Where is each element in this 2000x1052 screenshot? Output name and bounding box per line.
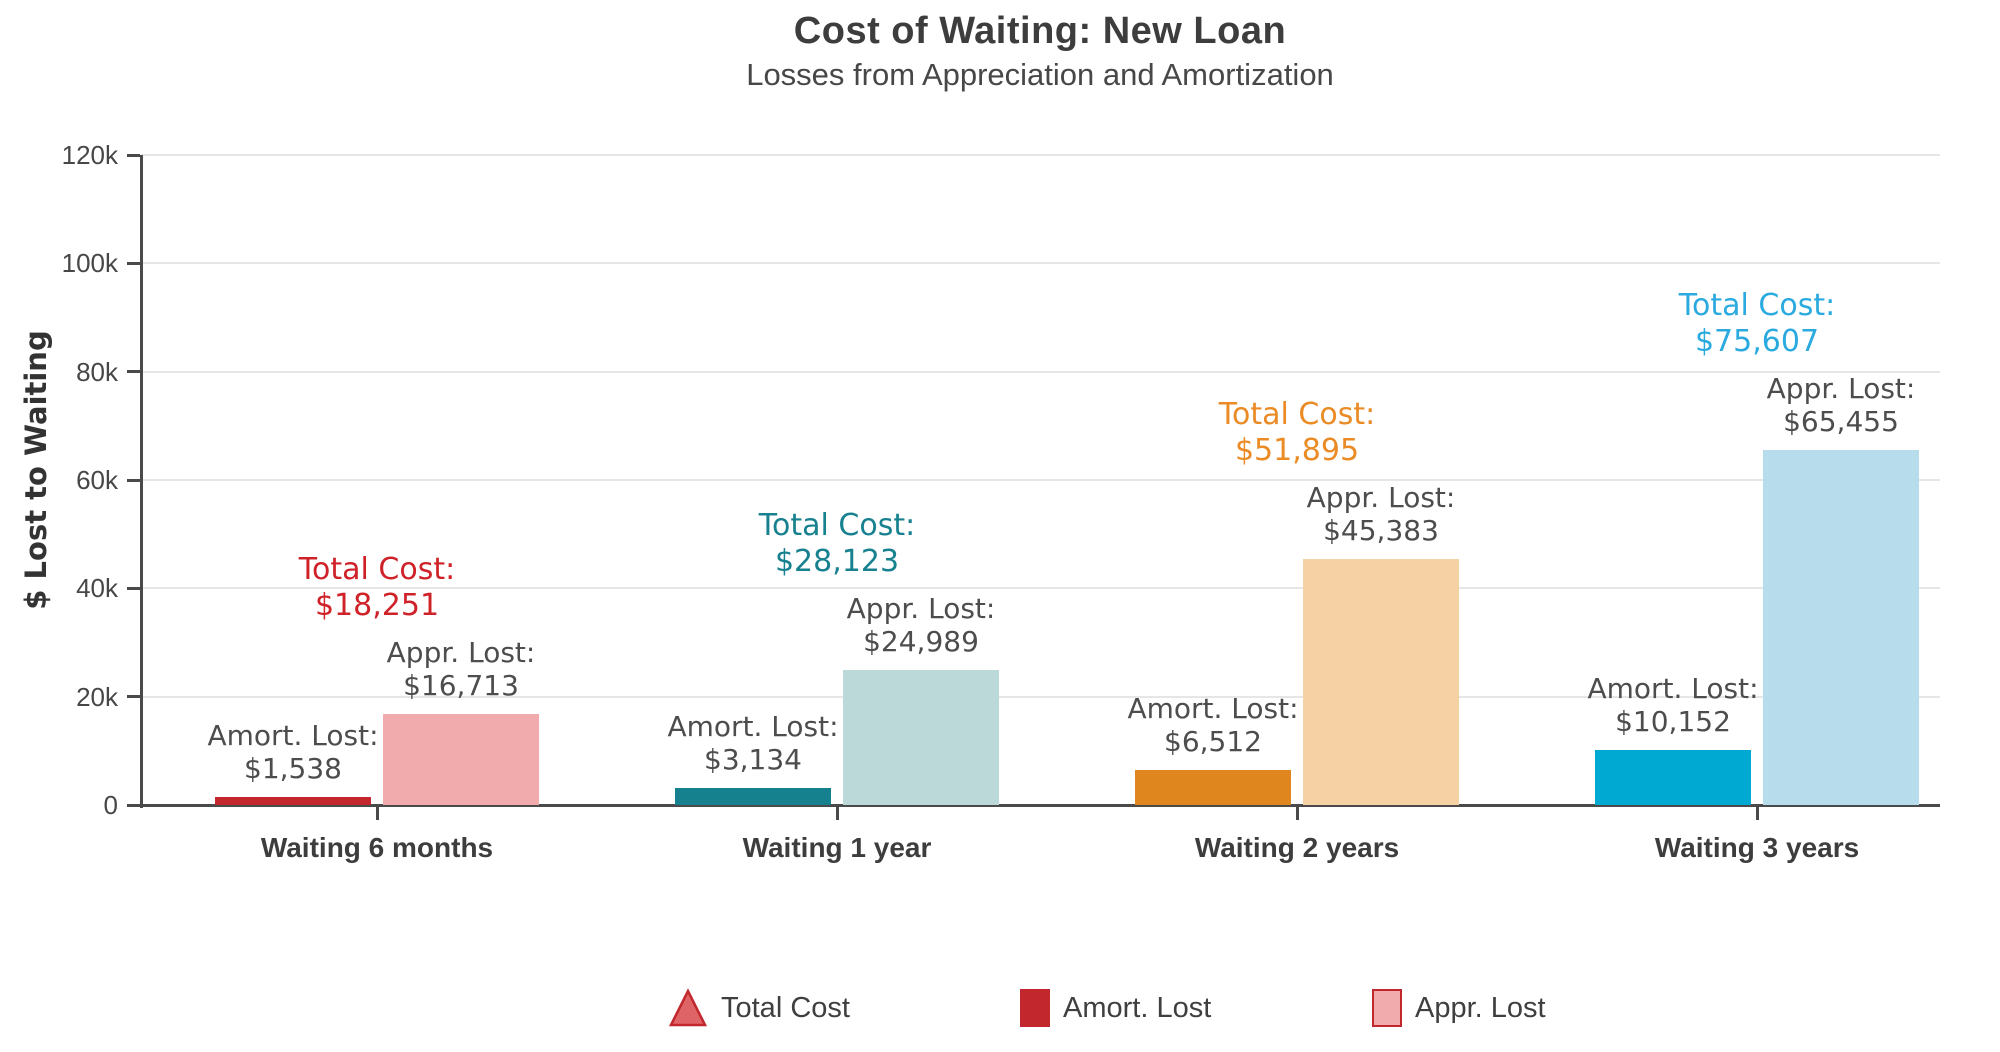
appr-lost-annotation: Appr. Lost: $16,713 <box>386 636 536 703</box>
amort-lost-annotation: Amort. Lost: $1,538 <box>207 718 379 785</box>
y-axis-tick <box>127 153 140 157</box>
x-axis-tick <box>1295 807 1299 820</box>
legend-item-amort-lost[interactable]: Amort. Lost <box>1020 982 1211 1034</box>
legend-square-icon <box>1372 989 1402 1027</box>
legend-item-appr-lost[interactable]: Appr. Lost <box>1372 982 1546 1034</box>
chart-title: Cost of Waiting: New Loan <box>793 10 1287 52</box>
appr-lost-annotation: Appr. Lost: $65,455 <box>1766 372 1916 439</box>
total-cost-annotation: Total Cost: $28,123 <box>758 507 916 579</box>
gridline <box>141 587 1940 590</box>
x-axis-tick <box>1755 807 1759 820</box>
legend-label: Total Cost <box>721 991 850 1024</box>
amort-lost-annotation: Amort. Lost: $10,152 <box>1587 672 1759 738</box>
gridline <box>141 262 1940 265</box>
appr-lost-annotation: Appr. Lost: $45,383 <box>1306 481 1456 548</box>
legend-label: Appr. Lost <box>1415 991 1546 1024</box>
x-tick-label: Waiting 1 year <box>742 832 932 863</box>
chart-subtitle: Losses from Appreciation and Amortizatio… <box>746 57 1334 92</box>
bar-amort-lost[interactable] <box>675 788 831 805</box>
appr-lost-annotation: Appr. Lost: $24,989 <box>846 591 996 658</box>
amort-lost-annotation: Amort. Lost: $3,134 <box>667 710 839 777</box>
bar-amort-lost[interactable] <box>1595 750 1751 805</box>
gridline <box>141 695 1940 698</box>
bar-appr-lost[interactable] <box>1763 450 1919 805</box>
y-axis-tick <box>127 586 140 590</box>
y-tick-label: 60k <box>76 465 118 495</box>
gridline <box>141 370 1940 373</box>
legend-square-icon <box>1020 989 1050 1027</box>
bar-appr-lost[interactable] <box>383 714 539 805</box>
x-axis-tick <box>835 807 839 820</box>
x-axis-line <box>140 804 1940 807</box>
gridline <box>141 479 1940 481</box>
legend-item-total-cost[interactable]: Total Cost <box>668 982 850 1034</box>
total-cost-annotation: Total Cost: $75,607 <box>1678 288 1836 360</box>
gridline <box>141 154 1940 156</box>
y-axis-tick <box>127 370 140 374</box>
bar-appr-lost[interactable] <box>1303 559 1459 805</box>
legend-triangle-icon <box>668 988 708 1027</box>
y-axis-tick <box>127 261 140 265</box>
total-cost-annotation: Total Cost: $51,895 <box>1218 397 1376 469</box>
y-tick-label: 20k <box>76 681 118 712</box>
y-axis-line <box>140 155 143 808</box>
y-axis-tick <box>127 478 140 482</box>
y-tick-label: 40k <box>76 573 118 604</box>
total-cost-annotation: Total Cost: $18,251 <box>298 552 456 624</box>
y-axis-tick <box>127 803 140 807</box>
y-tick-label: 120k <box>61 140 118 170</box>
y-axis-tick <box>127 695 140 699</box>
y-tick-label: 0 <box>103 790 118 820</box>
legend-label: Amort. Lost <box>1063 991 1212 1024</box>
bar-amort-lost[interactable] <box>1135 769 1291 805</box>
amort-lost-annotation: Amort. Lost: $6,512 <box>1127 691 1299 758</box>
bar-appr-lost[interactable] <box>843 669 999 805</box>
bar-amort-lost[interactable] <box>215 796 371 805</box>
x-tick-label: Waiting 6 months <box>260 832 494 863</box>
y-tick-label: 80k <box>76 356 118 387</box>
x-tick-label: Waiting 2 years <box>1194 832 1400 863</box>
y-tick-label: 100k <box>61 248 118 279</box>
x-tick-label: Waiting 3 years <box>1654 832 1860 863</box>
x-axis-tick <box>375 807 379 820</box>
